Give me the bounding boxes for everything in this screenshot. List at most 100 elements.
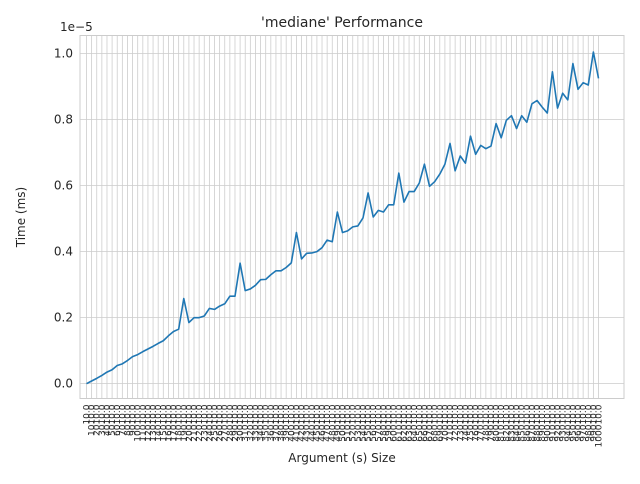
x-tick-label: 66010.0 (420, 404, 430, 441)
x-tick-label: 78010.0 (482, 404, 492, 441)
x-tick-label: 83010.0 (507, 404, 517, 441)
y-tick-label: 0.2 (54, 311, 73, 325)
y-tick-label: 0.0 (54, 377, 73, 391)
x-tick-label: 16010.0 (164, 404, 174, 441)
x-tick-label: 28010.0 (226, 404, 236, 441)
x-tick-label: 54010.0 (359, 404, 369, 441)
x-tick-label: 12010.0 (144, 404, 154, 441)
x-tick-label: 91010.0 (548, 404, 558, 441)
x-tick-label: 8010.0 (123, 404, 133, 436)
x-tick-label: 74010.0 (461, 404, 471, 441)
x-tick-label: 71010.0 (446, 404, 456, 441)
x-tick-label: 98010.0 (584, 404, 594, 441)
x-tick-label: 6010.0 (113, 404, 123, 436)
y-offset-label: 1e−5 (60, 20, 93, 34)
x-tick-label: 69010.0 (436, 404, 446, 441)
x-tick-label: 36010.0 (267, 404, 277, 441)
x-tick-label: 76010.0 (472, 404, 482, 441)
y-tick-label: 0.8 (54, 113, 73, 127)
x-tick-label: 15010.0 (159, 404, 169, 441)
x-tick-label: 61010.0 (395, 404, 405, 441)
x-tick-label: 47010.0 (323, 404, 333, 441)
y-tick-label: 1.0 (54, 47, 73, 61)
x-tick-label: 4010.0 (103, 404, 113, 436)
x-tick-label: 68010.0 (431, 404, 441, 441)
x-tick-label: 56010.0 (369, 404, 379, 441)
y-tick-label: 0.6 (54, 179, 73, 193)
x-tick-label: 11010.0 (139, 404, 149, 441)
x-tick-label: 43010.0 (303, 404, 313, 441)
x-tick-label: 80010.0 (492, 404, 502, 441)
x-tick-label: 2010.0 (93, 404, 103, 436)
grid (80, 35, 624, 399)
x-tick-label: 84010.0 (513, 404, 523, 441)
x-tick-labels: 10.01010.02010.03010.04010.05010.06010.0… (83, 404, 605, 447)
x-tick-label: 23010.0 (200, 404, 210, 441)
x-tick-label: 24010.0 (205, 404, 215, 441)
x-tick-label: 94010.0 (564, 404, 574, 441)
x-tick-label: 100010.0 (595, 404, 605, 447)
x-tick-label: 3010.0 (98, 404, 108, 436)
x-tick-label: 9010.0 (129, 404, 139, 436)
x-tick-label: 44010.0 (308, 404, 318, 441)
x-tick-label: 48010.0 (328, 404, 338, 441)
x-tick-label: 29010.0 (231, 404, 241, 441)
x-tick-label: 97010.0 (579, 404, 589, 441)
x-tick-label: 59010.0 (385, 404, 395, 441)
x-tick-label: 89010.0 (538, 404, 548, 441)
x-tick-label: 5010.0 (108, 404, 118, 436)
x-tick-label: 30010.0 (236, 404, 246, 441)
x-tick-label: 7010.0 (118, 404, 128, 436)
x-tick-label: 49010.0 (333, 404, 343, 441)
x-tick-label: 70010.0 (441, 404, 451, 441)
x-tick-label: 17010.0 (170, 404, 180, 441)
x-tick-label: 18010.0 (175, 404, 185, 441)
x-tick-label: 85010.0 (518, 404, 528, 441)
x-tick-label: 38010.0 (277, 404, 287, 441)
x-tick-label: 40010.0 (287, 404, 297, 441)
x-tick-label: 72010.0 (451, 404, 461, 441)
x-tick-label: 60010.0 (390, 404, 400, 441)
x-tick-label: 77010.0 (477, 404, 487, 441)
x-tick-label: 90010.0 (543, 404, 553, 441)
x-tick-label: 19010.0 (180, 404, 190, 441)
x-tick-label: 32010.0 (246, 404, 256, 441)
x-tick-label: 42010.0 (298, 404, 308, 441)
x-tick-label: 99010.0 (589, 404, 599, 441)
x-tick-label: 33010.0 (251, 404, 261, 441)
x-tick-label: 31010.0 (241, 404, 251, 441)
x-tick-label: 26010.0 (216, 404, 226, 441)
x-tick-label: 39010.0 (282, 404, 292, 441)
x-tick-label: 46010.0 (318, 404, 328, 441)
x-tick-label: 14010.0 (154, 404, 164, 441)
x-tick-label: 20010.0 (185, 404, 195, 441)
x-tick-label: 95010.0 (569, 404, 579, 441)
x-tick-label: 65010.0 (415, 404, 425, 441)
x-tick-label: 81010.0 (497, 404, 507, 441)
x-tick-label: 57010.0 (374, 404, 384, 441)
x-tick-label: 55010.0 (364, 404, 374, 441)
x-tick-label: 52010.0 (349, 404, 359, 441)
x-tick-label: 21010.0 (190, 404, 200, 441)
x-tick-label: 25010.0 (211, 404, 221, 441)
x-tick-label: 67010.0 (426, 404, 436, 441)
x-tick-label: 75010.0 (467, 404, 477, 441)
x-tick-label: 62010.0 (400, 404, 410, 441)
x-tick-label: 96010.0 (574, 404, 584, 441)
x-tick-label: 93010.0 (559, 404, 569, 441)
x-tick-label: 27010.0 (221, 404, 231, 441)
x-tick-label: 63010.0 (405, 404, 415, 441)
x-tick-label: 92010.0 (554, 404, 564, 441)
y-tick-label: 0.4 (54, 245, 73, 259)
x-tick-label: 1010.0 (88, 404, 98, 436)
x-tick-label: 10.0 (83, 404, 93, 424)
x-tick-label: 35010.0 (262, 404, 272, 441)
y-tick-labels: 0.0 0.2 0.4 0.6 0.8 1.0 (54, 47, 73, 391)
x-tick-label: 79010.0 (487, 404, 497, 441)
series-line (86, 51, 600, 385)
x-tick-label: 45010.0 (313, 404, 323, 441)
x-tick-label: 41010.0 (292, 404, 302, 441)
x-tick-label: 82010.0 (502, 404, 512, 441)
x-tick-label: 51010.0 (344, 404, 354, 441)
